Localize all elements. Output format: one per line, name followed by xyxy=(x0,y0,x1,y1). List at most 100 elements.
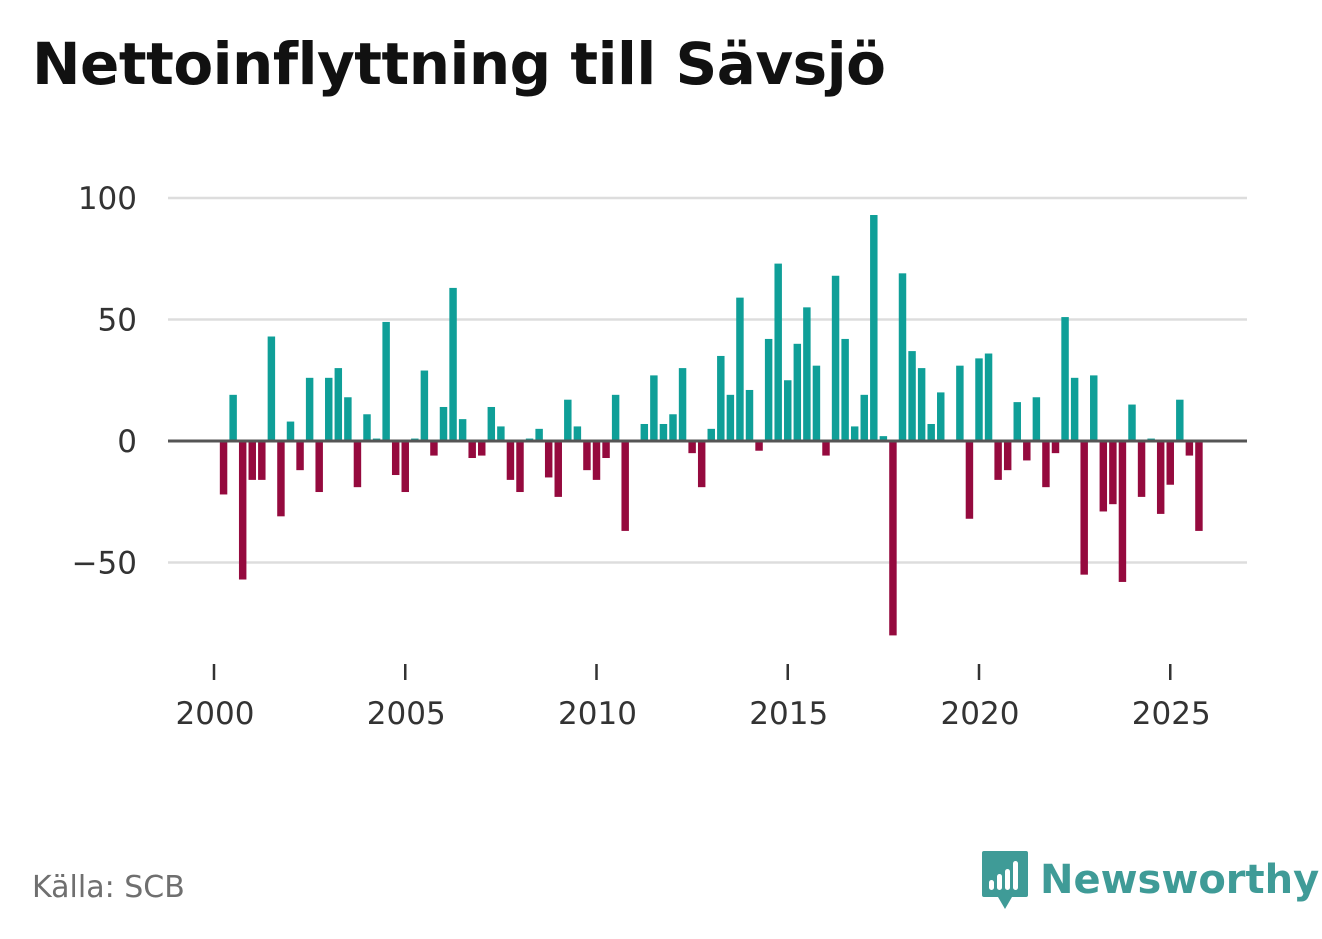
newsworthy-logo-icon xyxy=(982,851,1028,909)
bar xyxy=(267,336,276,441)
bar xyxy=(544,441,553,478)
x-tick-label: 2000 xyxy=(176,696,255,732)
bar xyxy=(611,394,620,441)
bar xyxy=(1080,441,1088,575)
bar xyxy=(707,428,715,441)
bar xyxy=(458,419,467,441)
bar xyxy=(1023,441,1031,461)
bar xyxy=(850,426,859,441)
bar xyxy=(793,343,802,441)
y-tick-label: 0 xyxy=(117,424,137,460)
bar xyxy=(439,406,448,441)
bar xyxy=(908,351,916,441)
bar xyxy=(726,394,735,441)
bar xyxy=(841,338,849,441)
x-tick-label: 2010 xyxy=(558,696,637,732)
bar xyxy=(965,441,974,519)
y-tick-label: −50 xyxy=(72,546,137,582)
bar xyxy=(258,441,266,480)
bar xyxy=(898,273,907,441)
bar xyxy=(449,287,457,441)
bar xyxy=(697,441,706,488)
bar xyxy=(478,441,486,456)
bar xyxy=(755,441,763,451)
bar xyxy=(315,441,323,493)
bar xyxy=(248,441,256,480)
bar xyxy=(286,421,295,441)
bar xyxy=(1118,441,1127,582)
bar xyxy=(860,394,868,441)
bar xyxy=(975,358,983,441)
bar xyxy=(420,370,429,441)
bar xyxy=(1090,375,1098,441)
x-tick-label: 2025 xyxy=(1132,696,1211,732)
bar xyxy=(1061,317,1069,441)
x-tick-label: 2020 xyxy=(941,696,1020,732)
bar-layer xyxy=(219,215,1203,636)
bar xyxy=(870,215,878,441)
bar xyxy=(497,426,505,441)
bar xyxy=(1128,404,1136,441)
bar xyxy=(1185,441,1194,456)
bar xyxy=(736,297,744,441)
x-tick-label: 2015 xyxy=(749,696,828,732)
bar xyxy=(640,423,649,441)
bar xyxy=(812,365,821,441)
bar xyxy=(659,423,668,441)
bar xyxy=(774,263,782,441)
bar xyxy=(937,392,945,441)
bar xyxy=(583,441,591,471)
bar xyxy=(1166,441,1174,485)
bar xyxy=(831,275,840,441)
bar xyxy=(391,441,400,476)
bar xyxy=(602,441,610,459)
bar xyxy=(803,307,811,441)
bar xyxy=(573,426,582,441)
bar xyxy=(1032,397,1041,441)
bar xyxy=(334,368,343,441)
bar xyxy=(363,414,371,441)
bar xyxy=(621,441,629,531)
bar xyxy=(430,441,438,456)
bar xyxy=(1042,441,1050,488)
bar xyxy=(994,441,1002,480)
bar xyxy=(650,375,658,441)
bar xyxy=(1109,441,1117,505)
bar xyxy=(879,436,888,441)
bar xyxy=(717,355,725,441)
bar xyxy=(564,399,572,441)
x-tick-label: 2005 xyxy=(367,696,446,732)
bar xyxy=(487,406,496,441)
bar xyxy=(678,368,687,441)
bar xyxy=(822,441,830,456)
chart-title: Nettoinflyttning till Sävsjö xyxy=(32,30,886,98)
bar xyxy=(401,441,409,493)
bar xyxy=(669,414,677,441)
bar xyxy=(1156,441,1165,514)
bar xyxy=(305,377,314,441)
bar xyxy=(506,441,515,480)
y-tick-label: 100 xyxy=(78,181,137,217)
bar xyxy=(688,441,696,454)
bar xyxy=(1003,441,1012,471)
bar xyxy=(927,423,935,441)
bar xyxy=(764,338,773,441)
bar xyxy=(468,441,476,459)
brand-name: Newsworthy xyxy=(1040,857,1320,903)
bar xyxy=(353,441,362,488)
bar xyxy=(745,389,754,441)
bar xyxy=(917,368,926,441)
bar xyxy=(1051,441,1060,454)
bar xyxy=(1099,441,1108,512)
bar xyxy=(382,321,390,441)
bar xyxy=(238,441,247,580)
bar xyxy=(325,377,333,441)
source-label: Källa: SCB xyxy=(32,870,185,905)
bar xyxy=(554,441,562,497)
bar xyxy=(1137,441,1146,497)
bar xyxy=(1176,399,1184,441)
bar xyxy=(516,441,524,493)
bar xyxy=(784,380,792,441)
bar xyxy=(956,365,964,441)
